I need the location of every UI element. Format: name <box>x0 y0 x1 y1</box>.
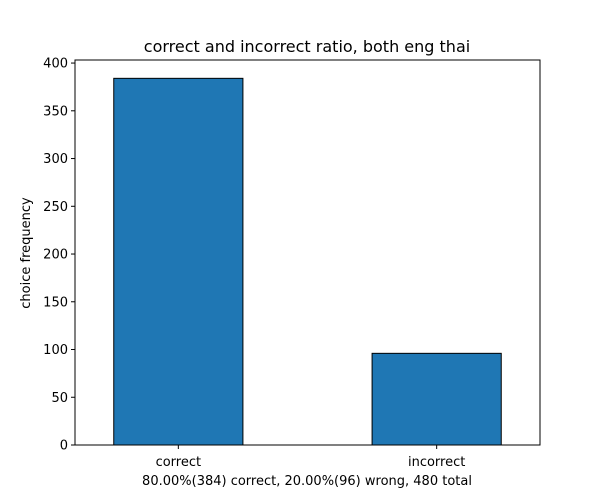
plot-area: correct incorrect 0 50 100 150 200 250 300 350 400 <box>43 57 541 470</box>
x-axis-label: 80.00%(384) correct, 20.00%(96) wrong, 4… <box>142 474 472 489</box>
y-tick-label: 150 <box>43 295 68 310</box>
y-axis-label: choice frequency <box>19 197 34 309</box>
x-tick-label: incorrect <box>408 455 465 470</box>
y-tick-label: 400 <box>43 57 68 72</box>
y-tick-label: 250 <box>43 200 68 215</box>
x-tick-label: correct <box>156 455 202 470</box>
bar-correct <box>113 77 244 446</box>
bar-incorrect <box>371 352 502 446</box>
chart-title: correct and incorrect ratio, both eng th… <box>144 37 470 56</box>
axes-frame <box>74 59 541 446</box>
y-tick-label: 100 <box>43 343 68 358</box>
y-tick-label: 350 <box>43 104 68 119</box>
y-tick-label: 0 <box>60 439 68 454</box>
y-tick-label: 300 <box>43 152 68 167</box>
y-tick-label: 200 <box>43 248 68 263</box>
y-tick-label: 50 <box>51 391 68 406</box>
